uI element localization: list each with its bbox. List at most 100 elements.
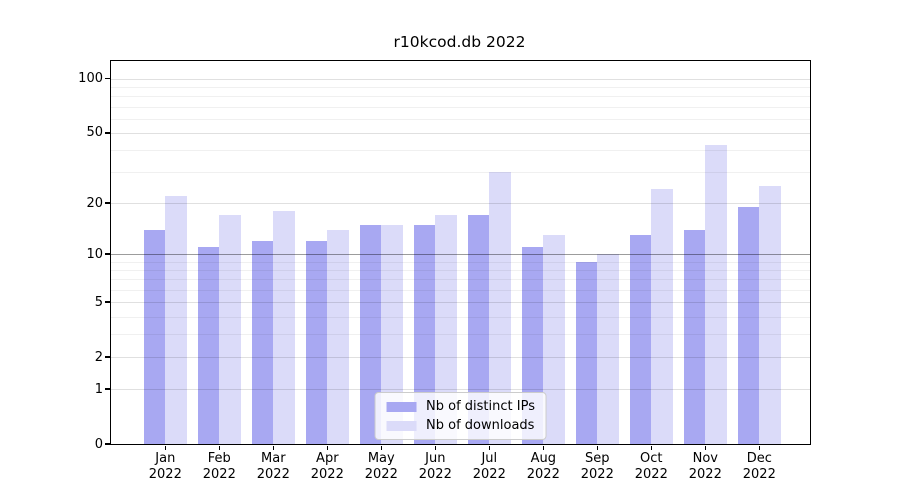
legend-label-downloads: Nb of downloads bbox=[426, 418, 535, 433]
x-tick bbox=[434, 445, 437, 450]
major-gridline bbox=[111, 302, 810, 304]
x-tick-year: 2022 bbox=[418, 466, 452, 482]
legend-swatch-downloads-icon bbox=[386, 420, 417, 431]
minor-gridline bbox=[111, 316, 810, 318]
bar-distinct-ips-jun bbox=[413, 224, 436, 444]
y-tick-label: 10 bbox=[86, 246, 103, 262]
bar-downloads-aug bbox=[543, 235, 565, 444]
bar-distinct-ips-sep bbox=[575, 261, 598, 444]
x-tick-label: Dec 2022 bbox=[727, 451, 791, 482]
y-tick bbox=[104, 253, 110, 255]
bar-downloads-feb bbox=[219, 215, 241, 444]
minor-gridline bbox=[111, 86, 810, 88]
x-tick-year: 2022 bbox=[634, 466, 668, 482]
minor-gridline bbox=[111, 106, 810, 108]
bar-downloads-dec bbox=[759, 186, 781, 444]
x-tick bbox=[164, 445, 166, 450]
y-tick bbox=[104, 356, 110, 358]
x-tick-year: 2022 bbox=[256, 466, 290, 482]
bar-downloads-oct bbox=[651, 189, 673, 444]
x-tick-year: 2022 bbox=[688, 466, 722, 482]
x-tick-label: Jan 2022 bbox=[133, 451, 197, 482]
plot-area: Nb of distinct IPs Nb of downloads 0 1 2 5 1… bbox=[78, 60, 811, 482]
x-tick bbox=[704, 445, 706, 450]
x-tick bbox=[326, 445, 329, 450]
x-tick-label: Jun 2022 bbox=[403, 451, 467, 482]
bar-downloads-sep bbox=[597, 254, 619, 444]
y-tick bbox=[104, 301, 110, 303]
bar-downloads-nov bbox=[705, 144, 727, 444]
minor-gridline bbox=[111, 261, 810, 263]
y-tick bbox=[104, 443, 110, 445]
minor-gridline bbox=[111, 334, 810, 336]
x-tick-month: Jan bbox=[155, 451, 176, 466]
x-tick-label: Oct 2022 bbox=[619, 451, 683, 482]
x-tick bbox=[488, 445, 491, 450]
major-gridline bbox=[111, 203, 810, 204]
y-tick-label: 0 bbox=[94, 436, 103, 452]
y-tick bbox=[104, 77, 110, 80]
y-tick-label: 1 bbox=[94, 381, 103, 397]
x-tick-month: Jul bbox=[481, 451, 498, 466]
bar-downloads-mar bbox=[273, 210, 295, 444]
x-tick-year: 2022 bbox=[526, 466, 560, 482]
minor-gridline bbox=[111, 279, 810, 281]
x-tick-month: Dec bbox=[746, 451, 772, 466]
x-tick-month: Oct bbox=[640, 451, 663, 466]
x-tick-month: Jun bbox=[425, 451, 446, 466]
x-tick-label: Feb 2022 bbox=[187, 451, 251, 482]
minor-gridline bbox=[111, 172, 810, 174]
x-tick-year: 2022 bbox=[742, 466, 776, 482]
x-tick-label: Nov 2022 bbox=[673, 451, 737, 482]
x-tick-year: 2022 bbox=[202, 466, 236, 482]
x-tick-month: Feb bbox=[207, 451, 231, 466]
bar-distinct-ips-jul bbox=[467, 215, 490, 444]
minor-gridline bbox=[111, 150, 810, 152]
y-tick-label: 5 bbox=[94, 294, 103, 310]
bar-distinct-ips-feb bbox=[197, 247, 220, 444]
bar-distinct-ips-nov bbox=[683, 229, 706, 444]
minor-gridline bbox=[111, 270, 810, 272]
x-tick-month: Aug bbox=[530, 451, 556, 466]
x-tick-month: Sep bbox=[585, 451, 610, 466]
x-tick bbox=[650, 445, 652, 450]
y-tick-label: 2 bbox=[94, 349, 103, 365]
bar-distinct-ips-dec bbox=[737, 206, 760, 444]
x-tick bbox=[380, 445, 383, 450]
major-gridline bbox=[111, 132, 810, 134]
y-tick-label: 20 bbox=[86, 195, 103, 211]
bar-downloads-jan bbox=[165, 195, 187, 444]
bar-distinct-ips-jan bbox=[143, 229, 166, 444]
bar-downloads-jul bbox=[489, 172, 511, 444]
x-tick-year: 2022 bbox=[580, 466, 614, 482]
y-tick bbox=[104, 132, 110, 134]
x-tick-label: May 2022 bbox=[349, 451, 413, 482]
major-gridline bbox=[111, 254, 810, 256]
y-tick-label: 50 bbox=[86, 125, 103, 141]
minor-gridline bbox=[111, 290, 810, 291]
y-tick-label: 100 bbox=[78, 71, 103, 87]
legend-item-distinct-ips: Nb of distinct IPs bbox=[386, 400, 535, 413]
x-tick-year: 2022 bbox=[148, 466, 182, 482]
x-tick bbox=[542, 445, 545, 450]
x-tick-month: Mar bbox=[261, 451, 286, 466]
bar-downloads-apr bbox=[327, 229, 349, 444]
legend-item-downloads: Nb of downloads bbox=[386, 419, 535, 432]
x-tick-year: 2022 bbox=[364, 466, 398, 482]
x-tick-label: Aug 2022 bbox=[511, 451, 575, 482]
bar-downloads-may bbox=[381, 224, 403, 444]
legend: Nb of distinct IPs Nb of downloads bbox=[374, 392, 547, 440]
bar-distinct-ips-may bbox=[359, 224, 382, 444]
x-tick-label: Apr 2022 bbox=[295, 451, 359, 482]
x-tick-month: Nov bbox=[692, 451, 718, 466]
major-gridline bbox=[111, 78, 810, 80]
x-tick-year: 2022 bbox=[472, 466, 506, 482]
minor-gridline bbox=[111, 118, 810, 120]
x-tick-month: May bbox=[367, 451, 395, 466]
y-tick bbox=[104, 202, 110, 204]
major-gridline bbox=[111, 389, 810, 391]
legend-label-distinct-ips: Nb of distinct IPs bbox=[426, 399, 535, 414]
chart-title: r10kcod.db 2022 bbox=[393, 33, 526, 51]
bar-downloads-jun bbox=[435, 215, 457, 444]
